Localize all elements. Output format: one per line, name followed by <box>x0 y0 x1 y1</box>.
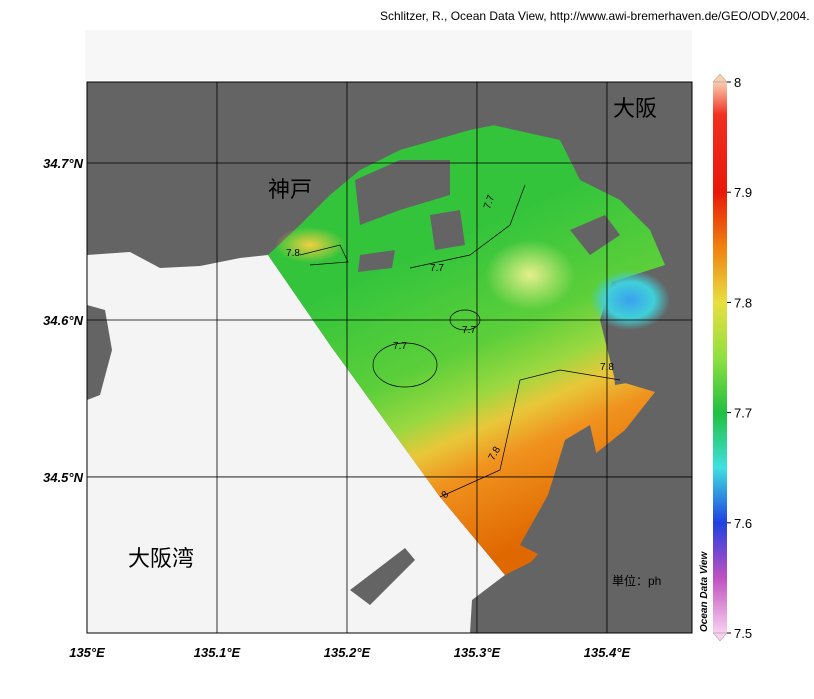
ph-field <box>590 270 670 330</box>
colorbar-tick-label: 8 <box>734 75 741 90</box>
contour-label: 7.7 <box>393 341 407 352</box>
place-label: 神戸 <box>268 178 312 203</box>
unit-label: 単位：ph <box>612 573 661 588</box>
colorbar-cap <box>712 632 728 642</box>
contour <box>409 184 526 269</box>
contour-label: 7.7 <box>430 263 444 274</box>
colorbar-tick-label: 7.6 <box>734 516 752 531</box>
port-land <box>610 330 650 385</box>
sea <box>87 252 505 633</box>
contour-label: 7.8 <box>286 248 300 259</box>
contour-label: 8 <box>440 489 452 501</box>
map-area <box>87 82 692 633</box>
x-tick-label: 135.4°E <box>584 645 631 660</box>
port-land <box>520 425 600 555</box>
x-tick-label: 135.2°E <box>324 645 371 660</box>
contour <box>299 244 349 266</box>
port-land <box>570 215 620 255</box>
x-tick-label: 135.3°E <box>454 645 501 660</box>
land <box>505 500 610 633</box>
contour-label: 7.7 <box>482 193 497 210</box>
place-label: 大阪湾 <box>128 547 194 572</box>
colorbar-tick-label: 7.5 <box>734 626 752 641</box>
header-band <box>85 30 692 80</box>
y-tick-label: 34.6°N <box>43 313 84 328</box>
ph-field <box>275 227 345 263</box>
colorbar-title: Ocean Data View <box>699 551 710 632</box>
x-tick-label: 135.1°E <box>194 645 241 660</box>
place-label: 大阪 <box>613 97 657 122</box>
port-land <box>358 250 395 272</box>
land <box>87 305 112 400</box>
port-land <box>350 548 415 605</box>
port-land <box>430 210 465 250</box>
credit: Schlitzer, R., Ocean Data View, http://w… <box>380 9 810 23</box>
colorbar-tick-label: 7.8 <box>734 295 752 310</box>
colorbar <box>713 82 727 633</box>
colorbar-cap <box>712 73 728 83</box>
y-tick-label: 34.7°N <box>43 156 84 171</box>
ph-field <box>485 240 575 310</box>
x-tick-label: 135°E <box>69 645 105 660</box>
colorbar-tick-label: 7.9 <box>734 185 752 200</box>
contour <box>372 342 438 388</box>
port-land <box>355 160 450 225</box>
contour-label: 7.8 <box>600 362 614 373</box>
map-frame <box>86 81 693 634</box>
colorbar-tick-label: 7.7 <box>734 406 752 421</box>
contour-label: 7.7 <box>462 325 476 336</box>
y-tick-label: 34.5°N <box>43 470 84 485</box>
contour <box>439 369 621 498</box>
land <box>470 82 692 240</box>
